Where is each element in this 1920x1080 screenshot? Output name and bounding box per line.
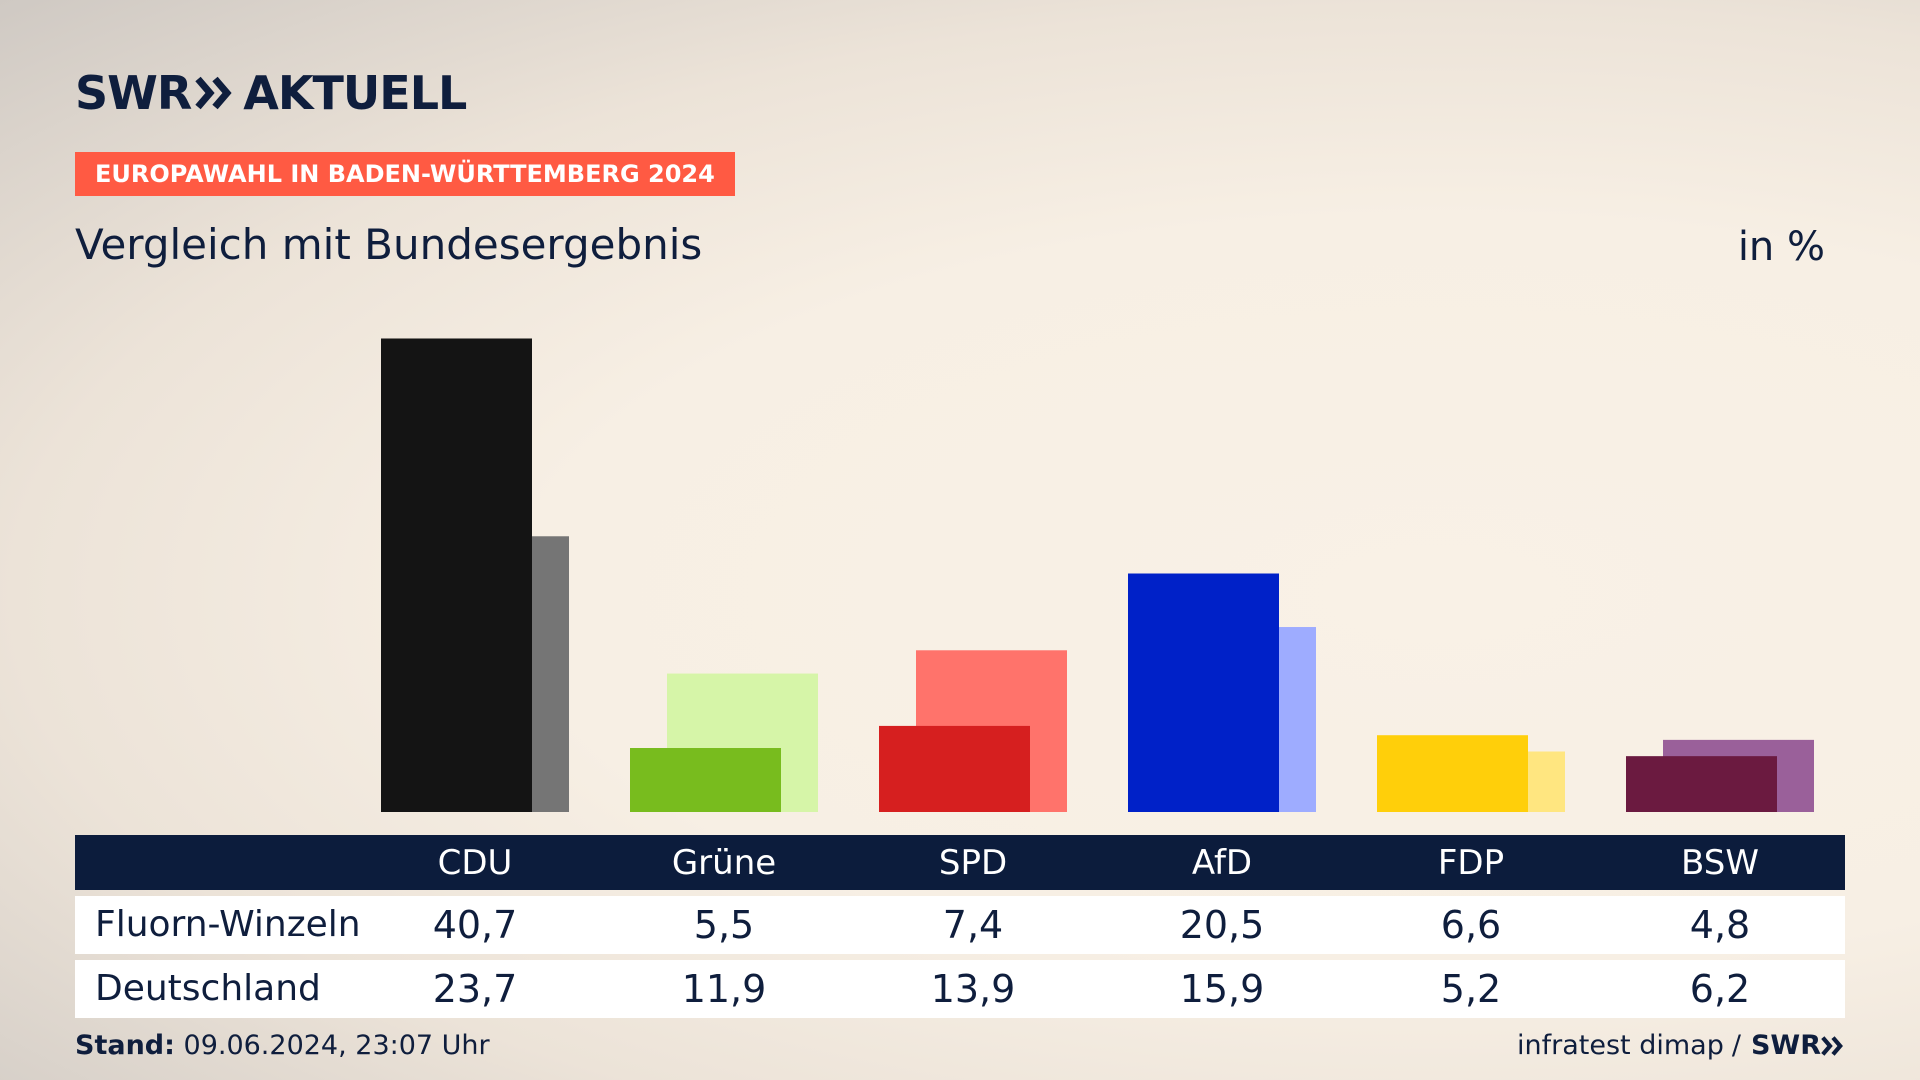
stand-label: Stand: bbox=[75, 1030, 175, 1061]
stand-value: 09.06.2024, 23:07 Uhr bbox=[183, 1030, 490, 1061]
tick-label-fdp: FDP bbox=[1437, 843, 1505, 883]
bar-chart bbox=[381, 338, 1814, 812]
data-label-local-cdu: 40,7 bbox=[432, 903, 518, 947]
election-tag: EUROPAWAHL IN BADEN-WÜRTTEMBERG 2024 bbox=[75, 152, 735, 196]
tick-label-afd: AfD bbox=[1191, 843, 1253, 883]
data-label-national-bsw: 6,2 bbox=[1689, 967, 1751, 1011]
source-credit: infratest dimap / SWR bbox=[1517, 1030, 1845, 1061]
table-row-local: Fluorn-Winzeln 40,7 5,5 7,4 20,5 6,6 4,8 bbox=[75, 896, 1845, 954]
data-label-local-bsw: 4,8 bbox=[1689, 903, 1751, 947]
tick-label-bsw: BSW bbox=[1681, 843, 1759, 883]
results-table: CDU Grüne SPD AfD FDP BSW Fluorn-Winzeln 40,7… bbox=[75, 835, 1845, 1018]
table-row-national: Deutschland 23,7 11,9 13,9 15,9 5,2 6,2 bbox=[75, 960, 1845, 1018]
data-label-national-cdu: 23,7 bbox=[432, 967, 518, 1011]
timestamp: Stand: 09.06.2024, 23:07 Uhr bbox=[75, 1030, 490, 1061]
data-label-local-fdp: 6,6 bbox=[1440, 903, 1502, 947]
footer-swr-logo: SWR bbox=[1751, 1030, 1845, 1061]
source-name: infratest dimap bbox=[1517, 1030, 1724, 1061]
footer-logo-text: SWR bbox=[1750, 1030, 1821, 1061]
data-label-national-spd: 13,9 bbox=[930, 967, 1016, 1011]
data-label-local-grne: 5,5 bbox=[693, 903, 755, 947]
tick-label-grne: Grüne bbox=[671, 843, 777, 883]
row-label-local: Fluorn-Winzeln bbox=[95, 904, 361, 945]
table-header-row: CDU Grüne SPD AfD FDP BSW bbox=[75, 835, 1845, 890]
swr-aktuell-logo: SWR AKTUELL bbox=[75, 66, 467, 120]
tick-label-spd: SPD bbox=[938, 843, 1008, 883]
data-label-national-grne: 11,9 bbox=[681, 967, 767, 1011]
row-label-national: Deutschland bbox=[95, 968, 321, 1009]
data-label-local-spd: 7,4 bbox=[942, 903, 1004, 947]
source-separator: / bbox=[1731, 1030, 1741, 1061]
logo-aktuell-text: AKTUELL bbox=[243, 66, 467, 120]
bar-local-grne bbox=[630, 748, 781, 812]
data-label-local-afd: 20,5 bbox=[1179, 903, 1265, 947]
data-label-national-afd: 15,9 bbox=[1179, 967, 1265, 1011]
data-label-national-fdp: 5,2 bbox=[1440, 967, 1502, 1011]
bar-local-bsw bbox=[1626, 756, 1777, 812]
chart-subtitle: Vergleich mit Bundesergebnis bbox=[75, 220, 703, 269]
bar-local-afd bbox=[1128, 573, 1279, 812]
bar-local-spd bbox=[879, 725, 1030, 812]
double-chevron-icon bbox=[195, 76, 232, 110]
bar-local-cdu bbox=[381, 338, 532, 812]
footer-chevron-icon bbox=[1821, 1035, 1843, 1056]
bar-local-fdp bbox=[1377, 735, 1528, 812]
logo-swr-text: SWR bbox=[75, 66, 192, 120]
tick-label-cdu: CDU bbox=[437, 843, 513, 883]
unit-label: in % bbox=[1737, 224, 1825, 270]
